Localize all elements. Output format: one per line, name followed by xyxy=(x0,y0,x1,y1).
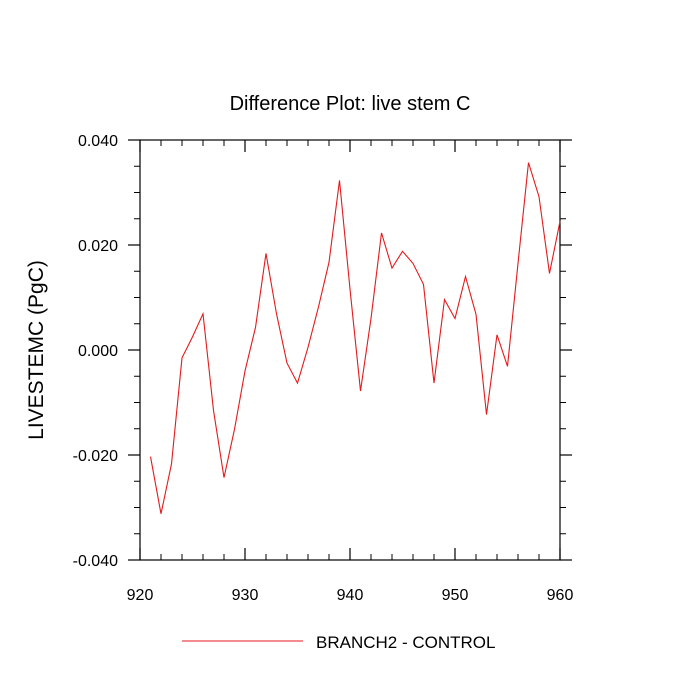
x-tick-label: 920 xyxy=(127,587,154,604)
chart-title: Difference Plot: live stem C xyxy=(230,93,471,115)
x-tick-label: 930 xyxy=(232,587,259,604)
y-tick-label: -0.040 xyxy=(73,553,118,570)
legend-label: BRANCH2 - CONTROL xyxy=(316,633,495,652)
y-tick-label: -0.020 xyxy=(73,448,118,465)
series-layer xyxy=(149,162,561,514)
series-line xyxy=(149,162,561,514)
legend: BRANCH2 - CONTROL xyxy=(182,633,495,652)
axis-tick-labels: 920 930 940 950 960 -0.040 -0.020 0.000 0.020 0.0… xyxy=(73,133,574,604)
x-tick-label: 960 xyxy=(547,587,574,604)
y-tick-label: 0.020 xyxy=(78,238,118,255)
y-tick-label: 0.040 xyxy=(78,133,118,150)
plot-frame xyxy=(139,139,561,561)
x-tick-label: 940 xyxy=(337,587,364,604)
y-axis-label: LIVESTEMC (PgC) xyxy=(25,260,48,440)
y-tick-label: 0.000 xyxy=(78,343,118,360)
x-tick-label: 950 xyxy=(442,587,469,604)
axis-ticks xyxy=(128,139,572,561)
